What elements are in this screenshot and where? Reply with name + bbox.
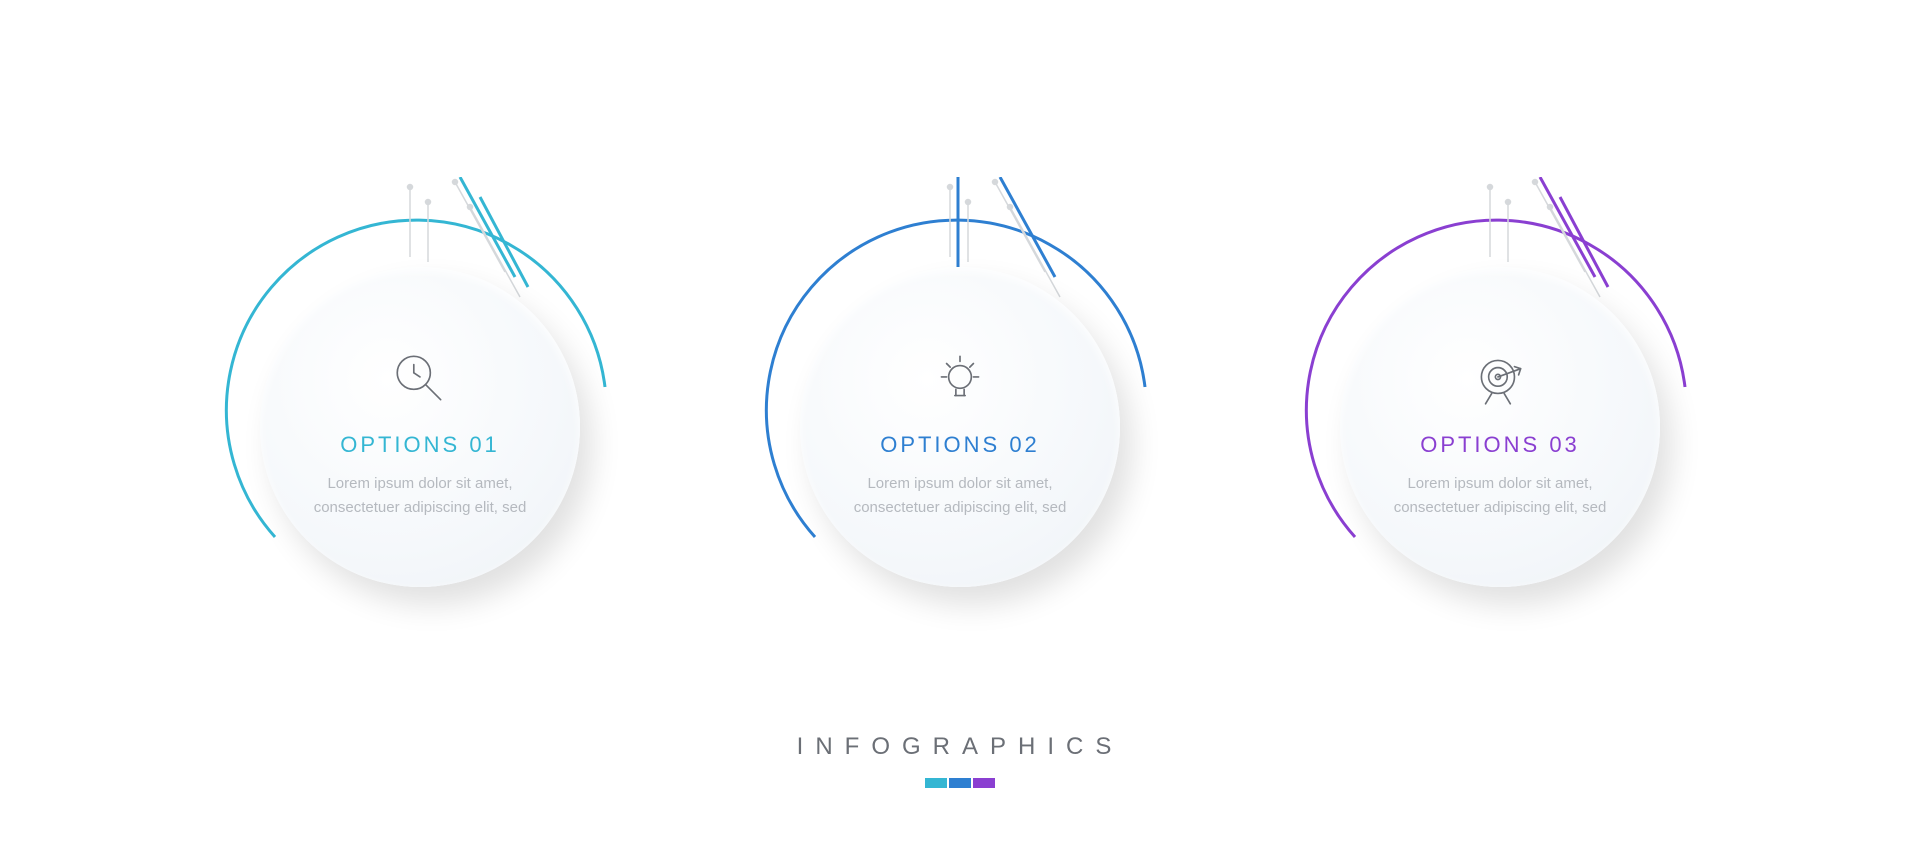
option-03-title: OPTIONS 03 xyxy=(1420,432,1580,458)
infographic-stage: OPTIONS 01 Lorem ipsum dolor sit amet, c… xyxy=(0,0,1920,853)
target-icon xyxy=(1469,344,1531,414)
option-03-disc: OPTIONS 03 Lorem ipsum dolor sit amet, c… xyxy=(1340,267,1660,587)
option-02: OPTIONS 02 Lorem ipsum dolor sit amet, c… xyxy=(750,217,1170,637)
option-01: OPTIONS 01 Lorem ipsum dolor sit amet, c… xyxy=(210,217,630,637)
swatch-1 xyxy=(925,778,947,788)
option-03: OPTIONS 03 Lorem ipsum dolor sit amet, c… xyxy=(1290,217,1710,637)
option-02-title: OPTIONS 02 xyxy=(880,432,1040,458)
lightbulb-icon xyxy=(929,344,991,414)
option-01-body: Lorem ipsum dolor sit amet, consectetuer… xyxy=(305,472,535,519)
option-01-title: OPTIONS 01 xyxy=(340,432,500,458)
footer-swatches xyxy=(925,778,995,788)
swatch-3 xyxy=(973,778,995,788)
option-01-disc: OPTIONS 01 Lorem ipsum dolor sit amet, c… xyxy=(260,267,580,587)
footer-title: INFOGRAPHICS xyxy=(0,733,1920,761)
magnifier-clock-icon xyxy=(389,344,451,414)
swatch-2 xyxy=(949,778,971,788)
footer: INFOGRAPHICS xyxy=(0,733,1920,793)
option-02-disc: OPTIONS 02 Lorem ipsum dolor sit amet, c… xyxy=(800,267,1120,587)
option-03-body: Lorem ipsum dolor sit amet, consectetuer… xyxy=(1385,472,1615,519)
option-02-body: Lorem ipsum dolor sit amet, consectetuer… xyxy=(845,472,1075,519)
